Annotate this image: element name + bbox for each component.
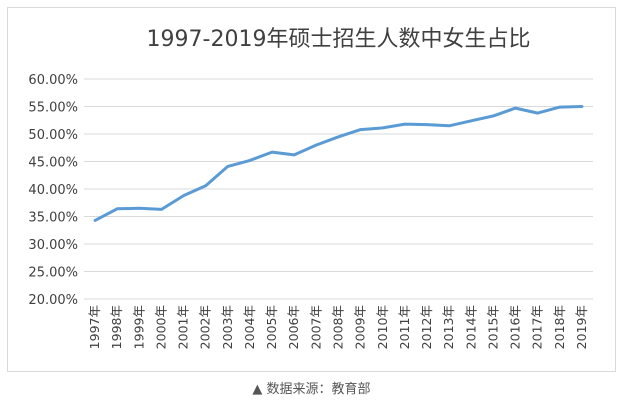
x-tick-label: 2017年 [530,305,545,349]
data-point [270,150,274,154]
y-tick-label: 35.00% [28,211,78,226]
chart-title: 1997-2019年硕士招生人数中女生占比 [147,27,531,52]
x-tick-label: 2004年 [242,305,257,349]
x-tick-label: 2012年 [419,305,434,349]
data-point [138,207,141,210]
x-tick-label: 2003年 [220,305,235,349]
source-note: ▲ 数据来源：教育部 [252,382,371,397]
x-tick-label: 1999年 [131,305,146,349]
data-point [514,106,517,110]
data-point [359,128,362,131]
x-tick-label: 2010年 [375,305,390,349]
series-line [93,105,584,222]
data-point [293,153,296,157]
x-tick-label: 2001年 [176,305,191,349]
chart-frame: 1997-2019年硕士招生人数中女生占比 20.00% 25.00% 30.00% 3… [7,7,616,372]
data-point [492,114,495,118]
y-tick-label: 55.00% [28,101,78,116]
y-tick-label: 45.00% [28,156,78,171]
data-point [160,208,163,211]
data-point [403,122,407,126]
y-tick-label: 60.00% [28,73,78,88]
y-tick-label: 25.00% [28,266,78,281]
x-tick-label: 2006年 [286,305,301,349]
x-tick-label: 1998年 [109,305,124,349]
data-point [447,124,451,127]
x-tick-label: 2018年 [552,305,567,349]
data-point [204,184,207,187]
data-point [580,105,584,108]
data-point [425,123,429,126]
x-tick-label: 2019年 [574,305,589,349]
data-point [558,105,562,109]
x-tick-label: 2007年 [308,305,323,349]
y-tick-label: 20.00% [28,293,78,308]
data-point [226,165,230,168]
data-point [248,159,252,162]
x-tick-label: 2002年 [198,305,213,349]
y-tick-label: 50.00% [28,128,78,143]
data-point [536,111,539,115]
data-point [315,143,318,147]
x-tick-label: 2011年 [397,305,412,349]
data-point [381,126,384,130]
x-tick-label: 2016年 [508,305,523,349]
chart-svg: 1997-2019年硕士招生人数中女生占比 20.00% 25.00% 30.00% 3… [28,27,593,349]
x-tick-label: 2009年 [353,305,368,349]
data-point [182,194,185,197]
x-tick-label: 2000年 [153,305,168,349]
x-tick-label: 2013年 [441,305,456,349]
data-point [115,207,119,210]
x-tick-label: 2014年 [463,305,478,349]
data-point [93,219,97,222]
data-point [337,135,340,138]
x-tick-label: 2008年 [331,305,346,349]
x-tick-label: 2015年 [485,305,500,349]
x-tick-label: 1997年 [87,305,102,349]
y-tick-label: 30.00% [28,238,78,253]
data-point [470,119,473,123]
x-tick-label: 2005年 [264,305,279,349]
y-tick-label: 40.00% [28,183,78,198]
